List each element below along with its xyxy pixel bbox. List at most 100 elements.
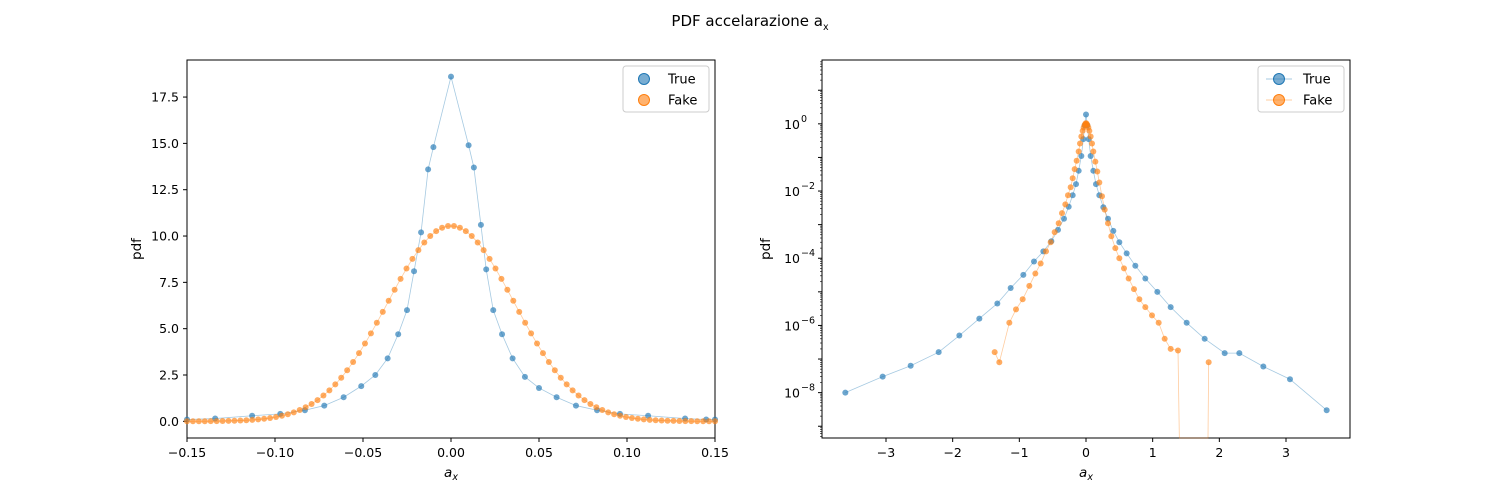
data-point-fake bbox=[1092, 158, 1099, 165]
y-ticks-left: 0.0 2.5 5.0 7.5 10.0 12.5 15.0 17.5 bbox=[151, 90, 187, 429]
data-point-fake bbox=[1108, 233, 1115, 240]
data-point-fake bbox=[361, 340, 368, 347]
data-point-fake bbox=[706, 418, 713, 425]
data-point-fake bbox=[201, 418, 208, 425]
data-point-true bbox=[1020, 271, 1027, 278]
data-point-fake bbox=[439, 224, 446, 231]
data-point-fake bbox=[249, 416, 256, 423]
legend-label-true-left: True bbox=[667, 73, 696, 88]
data-point-fake bbox=[1205, 359, 1212, 366]
data-point-fake bbox=[1013, 306, 1019, 313]
data-point-true bbox=[935, 349, 942, 356]
y-tick-exponent: 0 bbox=[801, 114, 807, 125]
data-point-true bbox=[509, 355, 516, 362]
y-axis-label-right: pdf bbox=[758, 237, 774, 260]
data-point-fake bbox=[652, 417, 659, 424]
data-point-fake bbox=[1155, 319, 1162, 326]
data-point-true bbox=[470, 164, 477, 171]
data-point-fake bbox=[991, 349, 998, 356]
data-point-fake bbox=[587, 400, 594, 407]
y-tick-label: 10 bbox=[784, 117, 800, 132]
data-point-fake bbox=[1101, 206, 1108, 213]
data-point-fake bbox=[510, 297, 517, 304]
data-point-fake bbox=[356, 350, 363, 357]
data-point-true bbox=[1116, 239, 1123, 246]
data-point-true bbox=[976, 315, 983, 322]
series-line-true bbox=[845, 114, 1327, 411]
data-point-fake bbox=[581, 397, 588, 404]
data-point-fake bbox=[1086, 127, 1093, 134]
data-point-fake bbox=[528, 330, 535, 337]
data-point-fake bbox=[593, 404, 600, 411]
legend-left: True Fake bbox=[622, 65, 710, 113]
data-point-fake bbox=[1175, 347, 1181, 354]
data-point-true bbox=[411, 268, 418, 275]
data-point-fake bbox=[1094, 168, 1101, 175]
data-point-fake bbox=[563, 381, 570, 388]
data-point-fake bbox=[1077, 140, 1083, 147]
data-point-fake bbox=[1161, 335, 1168, 342]
x-tick-label: −0.15 bbox=[168, 445, 206, 460]
data-point-fake bbox=[433, 228, 440, 235]
data-point-true bbox=[1221, 350, 1228, 357]
data-point-fake bbox=[676, 418, 683, 425]
data-point-fake bbox=[373, 319, 380, 326]
data-point-fake bbox=[1089, 140, 1095, 147]
data-point-fake bbox=[1075, 148, 1082, 155]
data-point-fake bbox=[658, 417, 665, 424]
y-tick-label: 12.5 bbox=[151, 182, 179, 197]
y-tick-label: 10 bbox=[784, 251, 800, 266]
data-point-fake bbox=[1105, 220, 1111, 227]
legend-label-true-right: True bbox=[1302, 73, 1331, 88]
series-right bbox=[842, 111, 1330, 439]
data-point-fake bbox=[379, 308, 386, 315]
data-point-fake bbox=[278, 412, 285, 419]
data-point-fake bbox=[575, 392, 582, 399]
data-point-fake bbox=[225, 417, 232, 424]
data-point-true bbox=[1110, 227, 1117, 234]
data-point-true bbox=[404, 307, 410, 314]
data-point-fake bbox=[462, 228, 469, 235]
legend-label-fake-left: Fake bbox=[668, 94, 697, 109]
data-point-fake bbox=[1059, 210, 1065, 217]
data-point-true bbox=[1183, 319, 1190, 326]
data-point-fake bbox=[545, 359, 552, 366]
data-point-fake bbox=[1055, 220, 1062, 227]
data-point-fake bbox=[1065, 192, 1071, 199]
data-point-true bbox=[1083, 111, 1089, 118]
data-point-fake bbox=[231, 417, 238, 424]
x-tick-label: 0.05 bbox=[525, 445, 553, 460]
data-point-true bbox=[572, 402, 579, 409]
data-point-fake bbox=[1032, 270, 1039, 277]
data-point-fake bbox=[296, 407, 303, 414]
data-point-fake bbox=[302, 404, 309, 411]
data-point-true bbox=[490, 307, 497, 314]
x-tick-label: −2 bbox=[943, 445, 961, 460]
data-point-fake bbox=[1099, 193, 1105, 200]
data-point-fake bbox=[456, 224, 463, 231]
data-point-fake bbox=[344, 367, 351, 374]
data-point-fake bbox=[1136, 296, 1143, 303]
data-point-fake bbox=[450, 223, 457, 230]
legend-marker-fake-right bbox=[1273, 94, 1285, 106]
x-tick-label: 0.00 bbox=[437, 445, 465, 460]
x-tick-label: 0.10 bbox=[613, 445, 641, 460]
data-point-fake bbox=[1096, 179, 1103, 186]
data-point-fake bbox=[1051, 229, 1058, 236]
x-tick-label: −0.10 bbox=[256, 445, 294, 460]
data-point-fake bbox=[1142, 304, 1149, 311]
data-point-fake bbox=[207, 418, 214, 425]
data-point-fake bbox=[267, 415, 274, 422]
data-point-true bbox=[483, 266, 490, 273]
y-tick-label: 17.5 bbox=[151, 90, 179, 105]
data-point-fake bbox=[195, 418, 202, 425]
data-point-fake bbox=[1090, 148, 1097, 155]
data-point-fake bbox=[634, 415, 641, 422]
y-tick-label: 0.0 bbox=[159, 414, 179, 429]
data-point-fake bbox=[1026, 282, 1033, 289]
y-tick-exponent: −6 bbox=[801, 315, 815, 326]
data-point-true bbox=[1236, 350, 1243, 357]
data-point-fake bbox=[480, 247, 487, 254]
data-point-true bbox=[1132, 262, 1139, 269]
x-tick-label: −0.05 bbox=[344, 445, 382, 460]
